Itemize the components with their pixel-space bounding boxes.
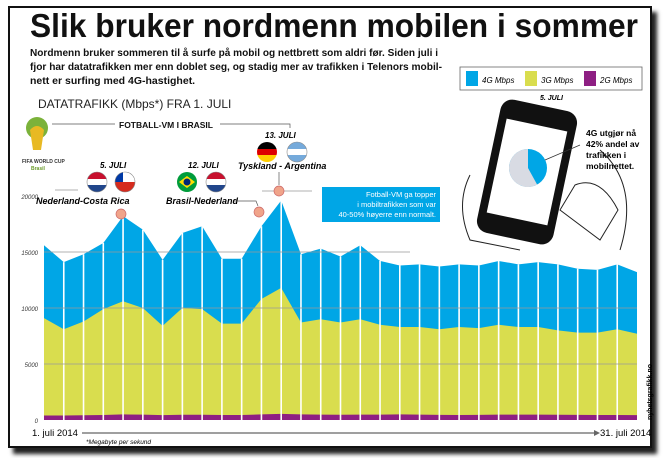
x-start-label: 1. juli 2014 (32, 428, 78, 439)
credit-watermark: nyhetsgrafikk.no (647, 364, 654, 420)
peak-marker (273, 185, 285, 197)
phone-illustration: 5. JULI 4G utgjør nå 42% andel av trafik… (462, 95, 640, 251)
phone-text-4: mobilnettet. (586, 161, 634, 171)
fifa-world-cup-logo: FIFA WORLD CUP Brasil (22, 117, 66, 172)
flag-germany-icon (257, 142, 277, 162)
intro-line-3: nett er surfing med 4G-hastighet. (30, 75, 195, 87)
y-tick-label: 5000 (25, 363, 39, 369)
y-tick-label: 10000 (21, 307, 38, 313)
flag-chile-icon (114, 171, 136, 193)
logo-text: FIFA WORLD CUP (22, 159, 66, 165)
x-end-label: 31. juli 2014 (600, 428, 651, 439)
legend: 4G Mbps 3G Mbps 2G Mbps (459, 66, 643, 91)
phone-date: 5. JULI (540, 95, 564, 102)
y-tick-label: 15000 (21, 251, 38, 257)
annotation-match-3: Tyskland - Argentina (238, 161, 326, 171)
legend-swatch-2g (584, 71, 596, 86)
callout-line-2: i mobiltrafikken som var (357, 200, 436, 209)
legend-3g: 3G Mbps (541, 76, 573, 85)
annotation-date-1: 5. JULI (100, 161, 127, 170)
callout-line-1: Fotball-VM ga topper (366, 190, 437, 199)
legend-swatch-3g (525, 71, 537, 86)
flag-argentina-icon (286, 141, 308, 163)
peak-marker (253, 206, 265, 218)
peak-marker (115, 208, 127, 220)
phone-text-1: 4G utgjør nå (586, 128, 636, 138)
chart-subtitle: DATATRAFIKK (Mbps*) FRA 1. JULI (38, 97, 231, 111)
logo-text-2: Brasil (31, 166, 46, 172)
y-tick-label: 20000 (20, 195, 38, 201)
page-title: Slik bruker nordmenn mobilen i sommer (30, 7, 638, 44)
annotation-date-2: 12. JULI (188, 161, 219, 170)
callout-box (322, 187, 440, 222)
footnote: *Megabyte per sekund (86, 439, 151, 446)
annotation-match-1: Nederland-Costa Rica (36, 196, 130, 206)
legend-4g: 4G Mbps (482, 76, 514, 85)
flag-netherlands-icon (205, 171, 227, 193)
phone-text-2: 42% andel av (586, 139, 640, 149)
legend-swatch-4g (466, 71, 478, 86)
legend-2g: 2G Mbps (599, 76, 632, 85)
callout-line-3: 40-50% høyerre enn normalt. (338, 210, 436, 219)
annotation-date-3: 13. JULI (265, 131, 296, 140)
phone-text-3: trafikken i (586, 150, 626, 160)
flag-netherlands-icon (86, 171, 108, 193)
intro-line-1: Nordmenn bruker sommeren til å surfe på … (30, 47, 438, 59)
annotation-match-2: Brasil-Nederland (166, 196, 239, 206)
stacked-area-chart: 0 5000 10000 15000 20000 (20, 195, 637, 425)
y-tick-label: 0 (35, 419, 39, 425)
intro-line-2: fjor har datatrafikken mer enn doblet se… (30, 61, 442, 73)
flag-brazil-icon (177, 172, 197, 192)
share-pie-slice (508, 149, 538, 188)
event-header: FOTBALL-VM I BRASIL (119, 120, 213, 130)
